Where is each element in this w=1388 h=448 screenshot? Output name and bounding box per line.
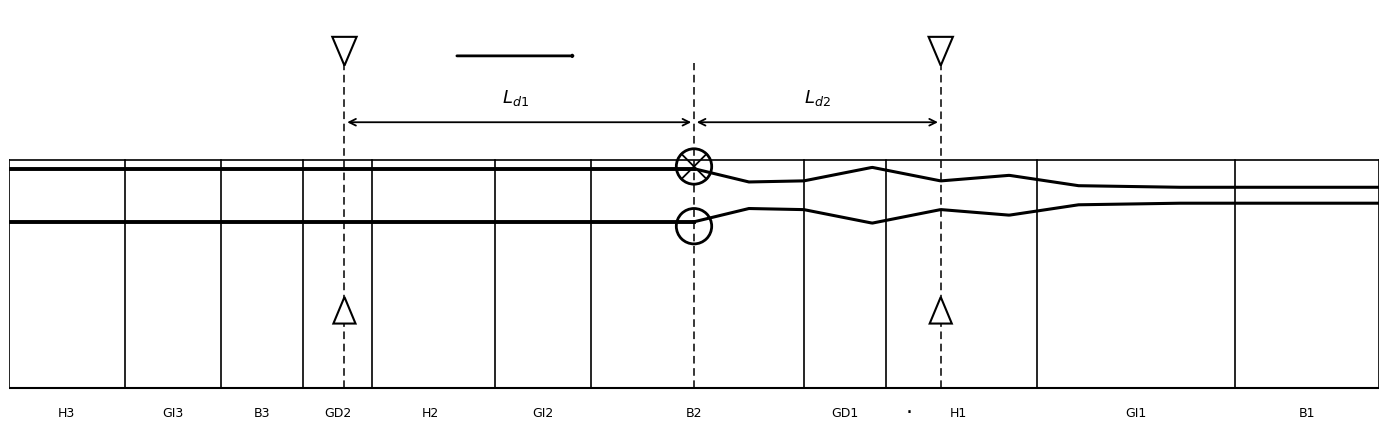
Text: H1: H1 — [949, 407, 967, 420]
Text: ·: · — [906, 403, 913, 423]
Text: GI2: GI2 — [533, 407, 554, 420]
Text: $L_{d2}$: $L_{d2}$ — [804, 88, 831, 108]
Text: GD1: GD1 — [831, 407, 858, 420]
Polygon shape — [930, 297, 952, 323]
Text: H2: H2 — [422, 407, 440, 420]
Polygon shape — [929, 37, 954, 65]
Text: $L_{d1}$: $L_{d1}$ — [502, 88, 529, 108]
Polygon shape — [333, 297, 355, 323]
Text: B1: B1 — [1299, 407, 1314, 420]
Text: GI1: GI1 — [1124, 407, 1146, 420]
Text: H3: H3 — [57, 407, 75, 420]
Text: GD2: GD2 — [323, 407, 351, 420]
Text: B2: B2 — [686, 407, 702, 420]
Text: B3: B3 — [254, 407, 271, 420]
Text: GI3: GI3 — [162, 407, 183, 420]
Polygon shape — [332, 37, 357, 65]
